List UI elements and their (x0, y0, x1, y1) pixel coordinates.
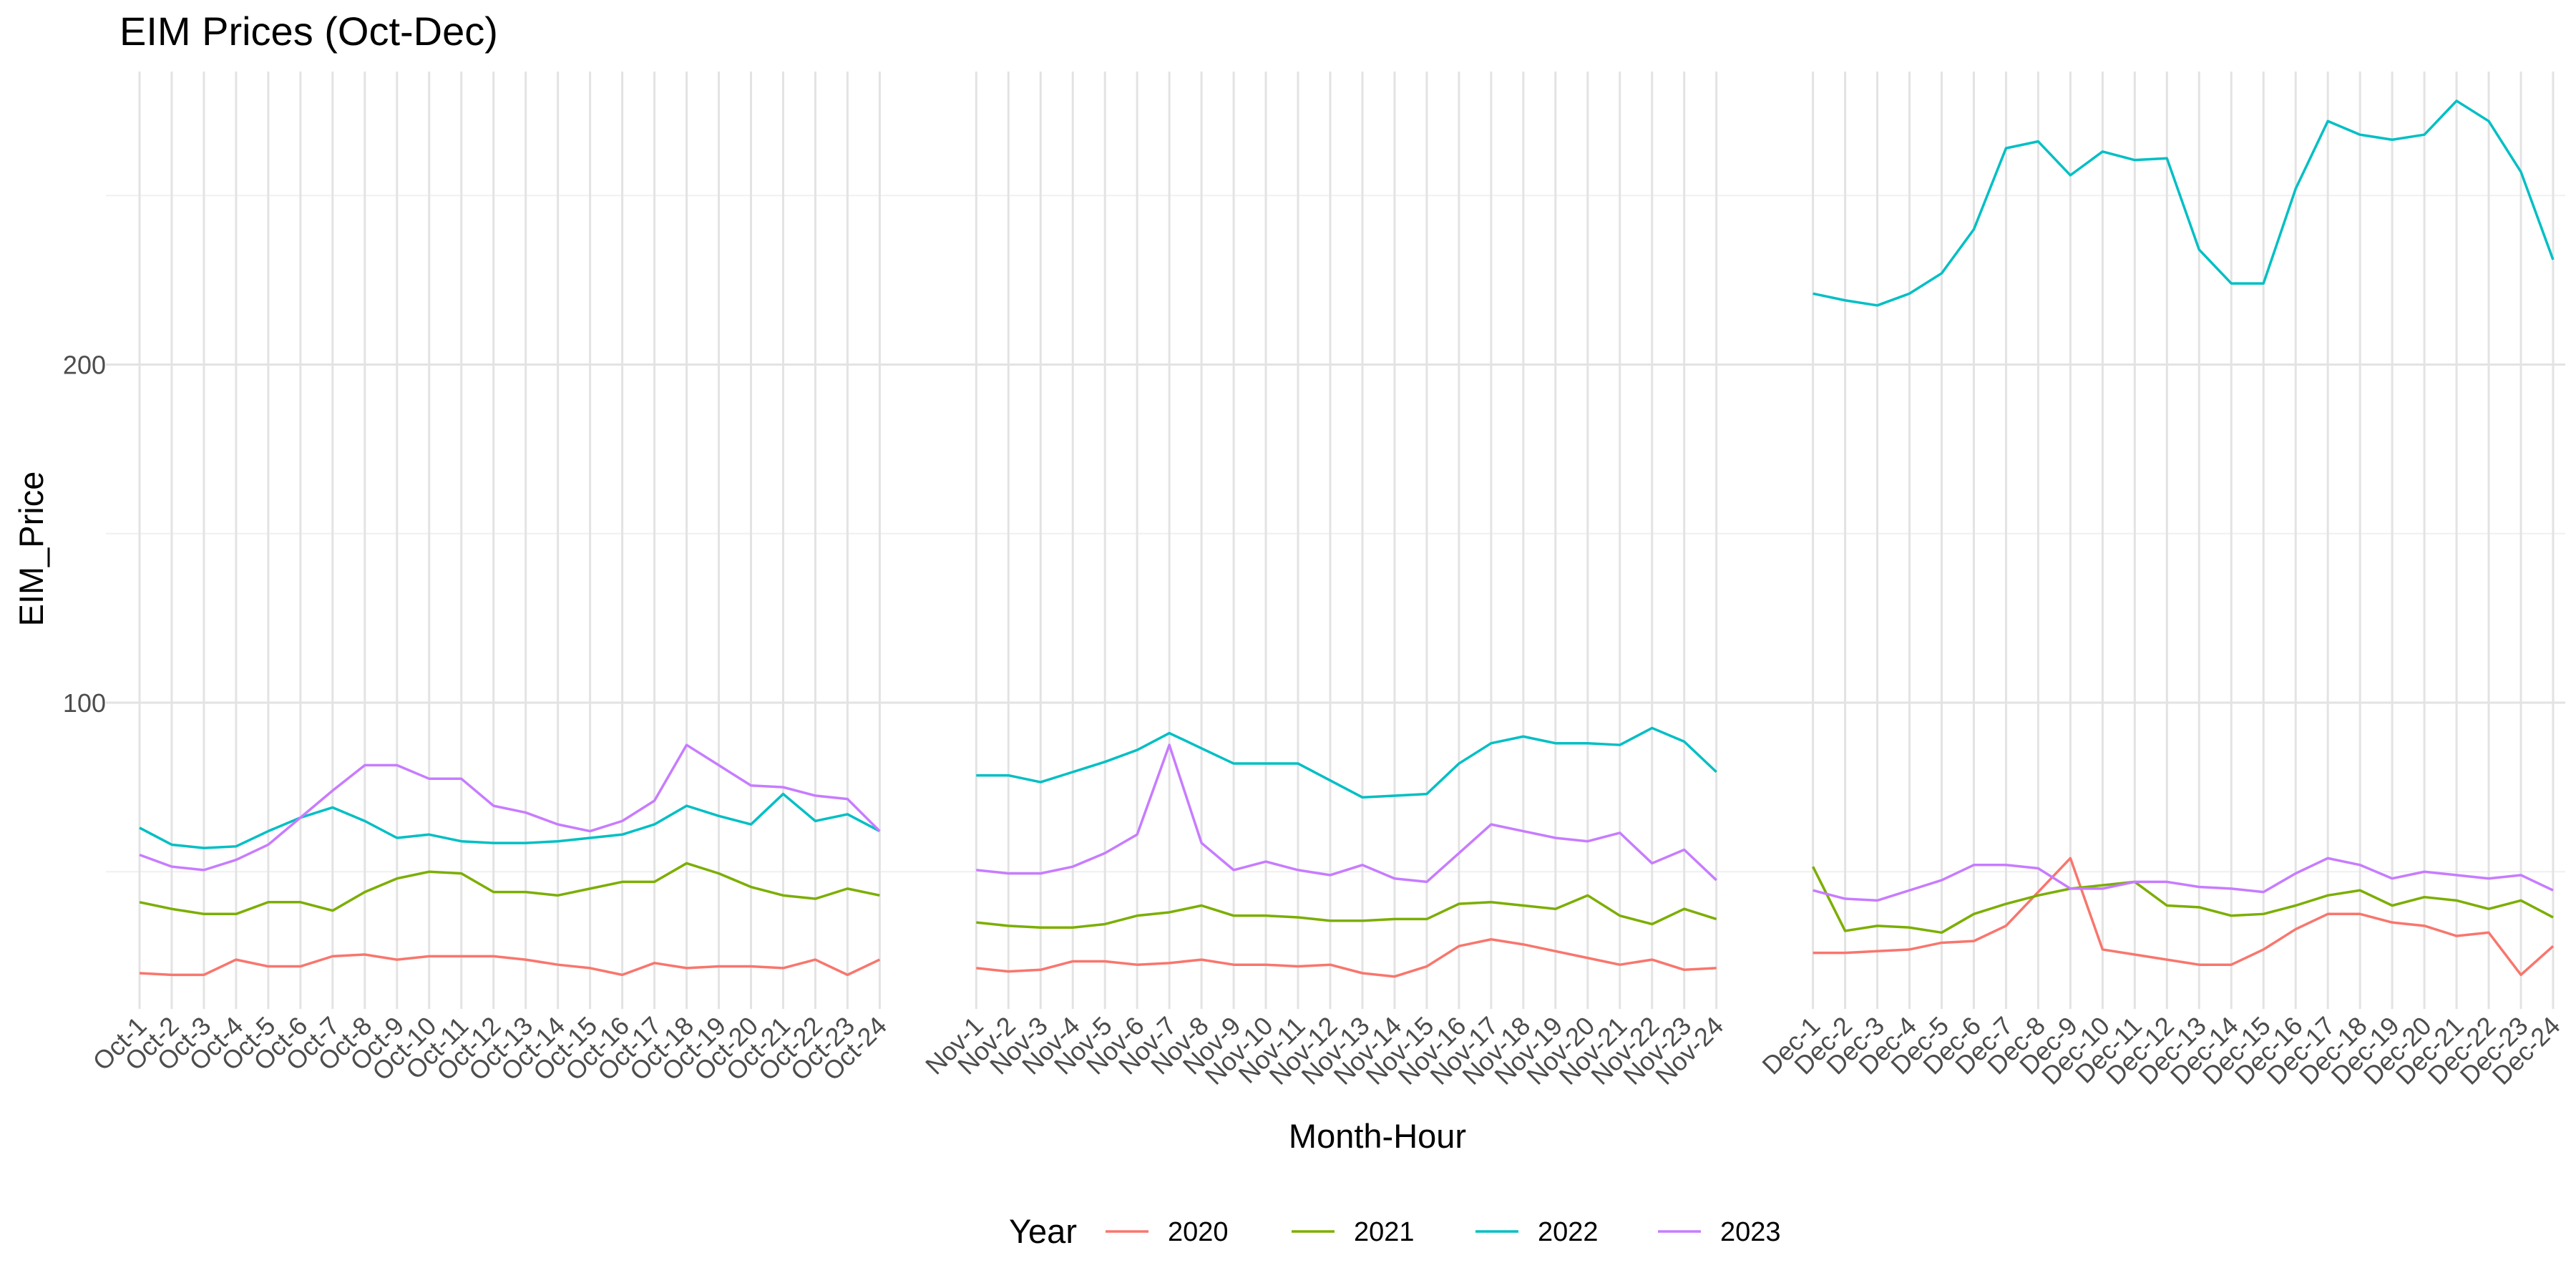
series-line-2023-dec (1813, 857, 2554, 902)
series-lines (139, 99, 2555, 978)
legend-label-2023: 2023 (1720, 1217, 1781, 1247)
legend-label-2021: 2021 (1354, 1217, 1415, 1247)
series-line-2020-oct (139, 953, 881, 977)
series-line-2022-dec (1813, 99, 2555, 307)
series-line-2021-dec (1812, 866, 2554, 935)
grid (106, 72, 2565, 1009)
series-line-2021-oct (139, 862, 880, 916)
legend-title: Year (1009, 1212, 1077, 1250)
y-tick-label: 100 (63, 688, 106, 718)
series-line-2020-dec (1813, 857, 2555, 977)
y-tick-label: 200 (63, 351, 106, 380)
x-axis-ticks: Oct-1Oct-2Oct-3Oct-4Oct-5Oct-6Oct-7Oct-8… (87, 1011, 2565, 1091)
legend: Year 2020 2021 2022 2023 (1009, 1212, 1781, 1250)
series-line-2023-oct (139, 743, 881, 872)
legend-label-2022: 2022 (1538, 1217, 1599, 1247)
series-line-2023-nov (976, 743, 1717, 884)
series-line-2021-nov (976, 894, 1717, 929)
legend-label-2020: 2020 (1168, 1217, 1229, 1247)
series-line-2022-oct (139, 792, 881, 849)
series-line-2020-nov (976, 938, 1717, 978)
y-axis-ticks: 100 200 (63, 351, 106, 718)
chart-title: EIM Prices (Oct-Dec) (119, 9, 498, 54)
series-line-2022-nov (976, 726, 1717, 799)
y-axis-title: EIM_Price (12, 472, 50, 627)
x-axis-title: Month-Hour (1289, 1117, 1466, 1155)
